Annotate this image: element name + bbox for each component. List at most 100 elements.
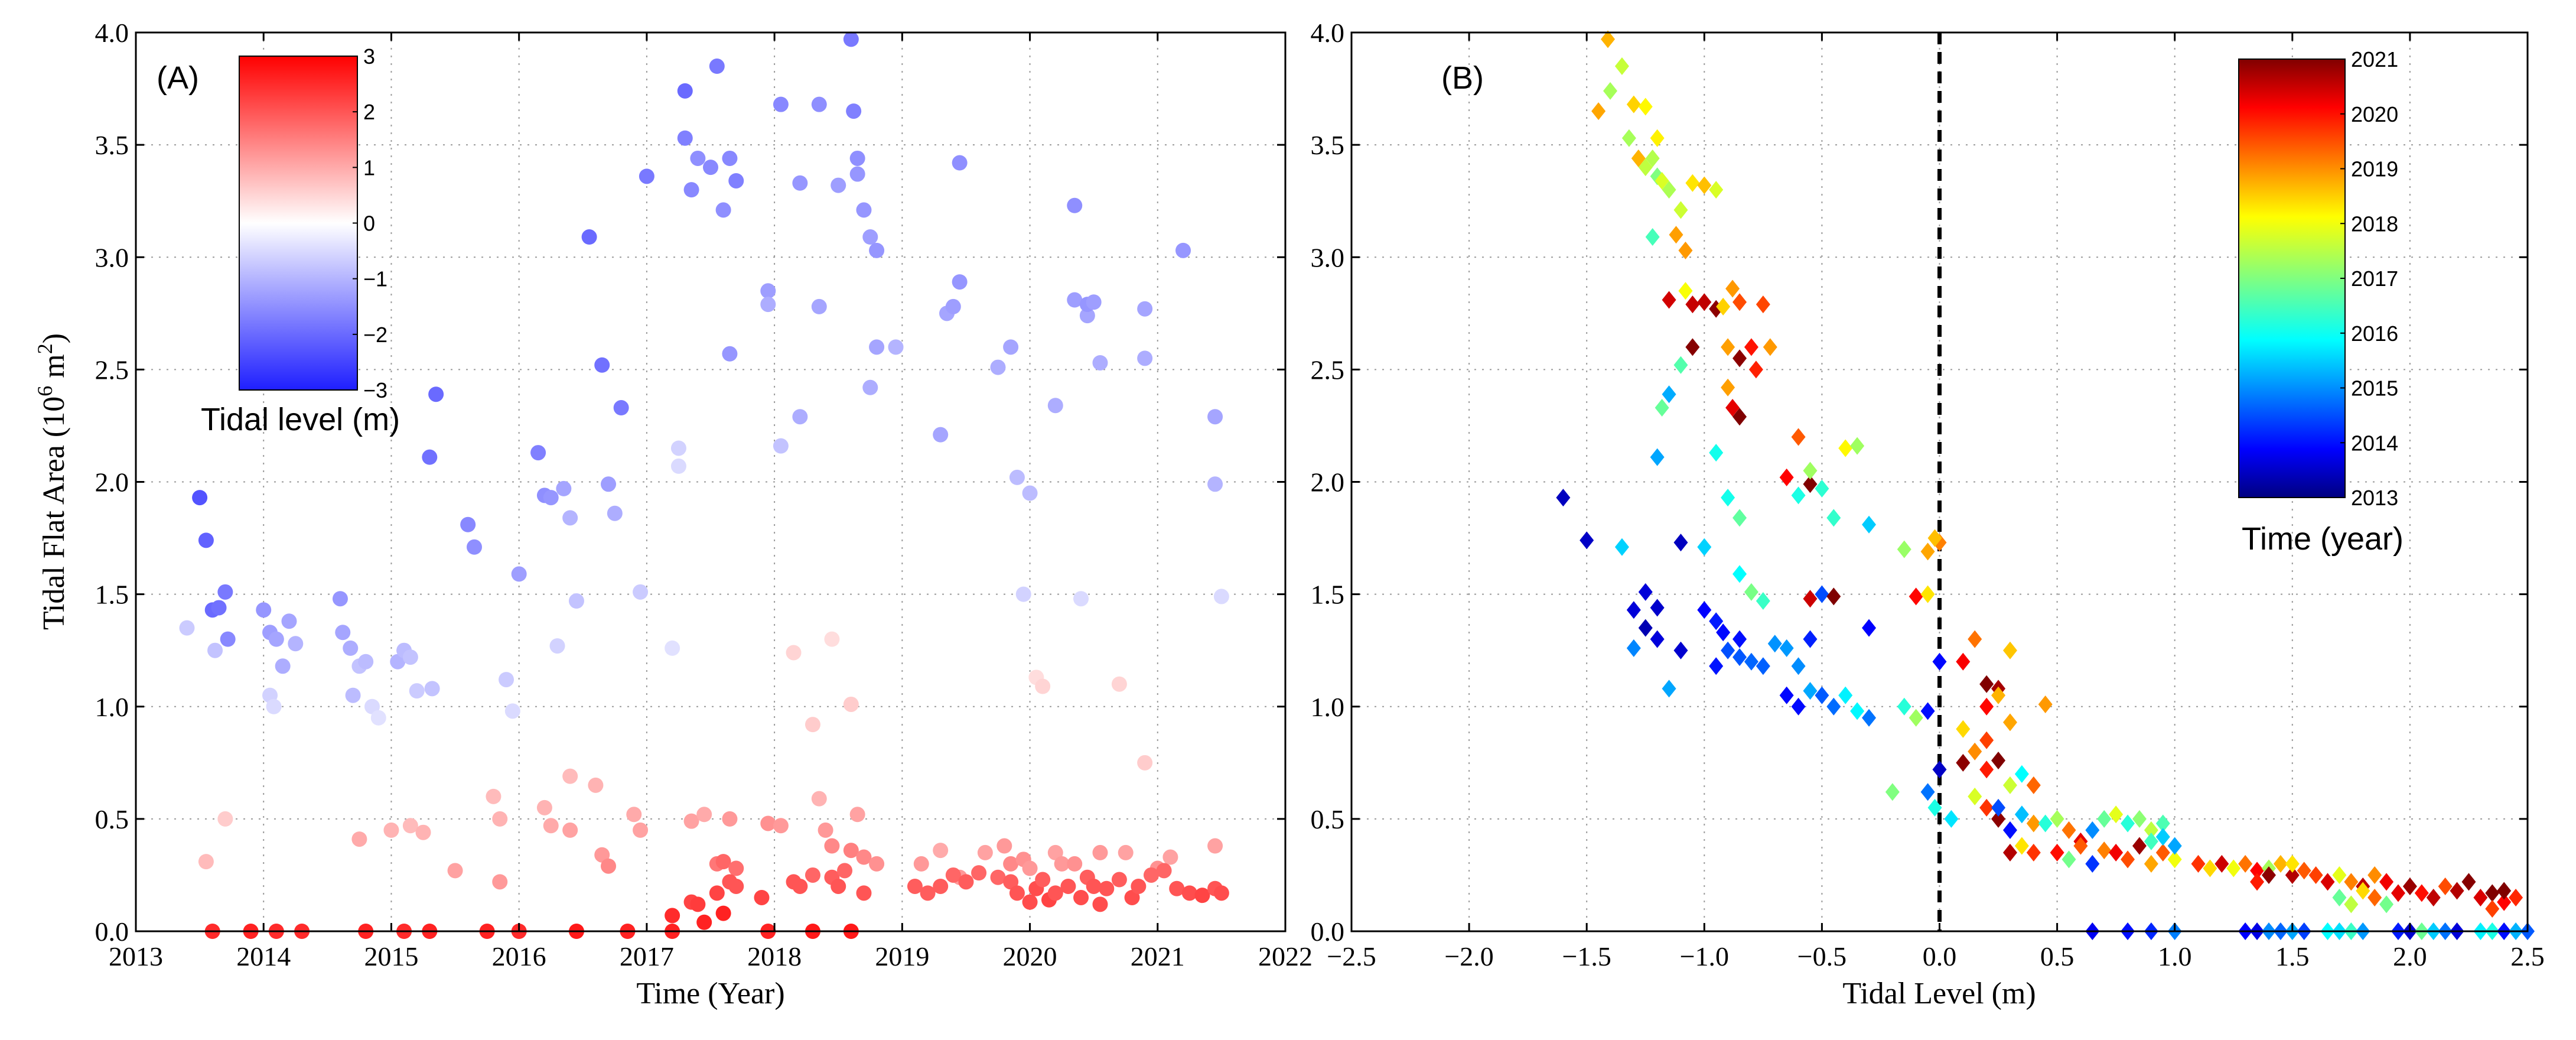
panel-b-point: [1897, 697, 1911, 716]
panel-a-point: [626, 807, 642, 823]
panel-b-y-tick-label: 1.0: [1311, 692, 1345, 722]
panel-b-point: [1756, 295, 1770, 314]
panel-b-point: [1732, 509, 1747, 527]
panel-b-point: [1744, 338, 1758, 356]
panel-b-point: [1826, 509, 1841, 527]
panel-b-point: [1603, 82, 1618, 100]
panel-b-point: [1909, 587, 1923, 606]
panel-b-point: [2144, 821, 2158, 839]
panel-b-point: [2261, 866, 2276, 884]
panel-a-point: [217, 811, 233, 827]
panel-b-point: [1721, 641, 1735, 659]
panel-b-point: [1732, 408, 1747, 426]
panel-b-point: [1744, 652, 1758, 671]
panel-b-point: [2014, 837, 2029, 855]
panel-a-point: [1143, 867, 1159, 883]
y-label-text-3: ): [37, 333, 71, 343]
panel-b-point: [1850, 437, 1865, 455]
panel-a-point: [402, 649, 418, 665]
panel-a-point: [288, 636, 304, 652]
panel-a-point: [1073, 591, 1089, 607]
panel-b-point: [1721, 489, 1735, 507]
panel-b-y-tick-label: 1.5: [1311, 580, 1345, 610]
panel-b-point: [2273, 854, 2288, 873]
panel-b-point: [2485, 899, 2500, 918]
panel-a-point: [690, 896, 706, 912]
panel-b-point: [2085, 854, 2100, 873]
panel-b-point: [1791, 657, 1806, 675]
panel-b-point: [1920, 585, 1935, 603]
panel-a-point: [786, 645, 802, 661]
panel-b-point: [2144, 854, 2158, 873]
panel-b-point: [1815, 479, 1829, 498]
panel-a: 2013 2014 2015 2016 2017 2018 2019 2020 2021 2022…: [33, 18, 1313, 1010]
panel-a-point: [728, 173, 744, 188]
panel-a-point: [1073, 889, 1089, 905]
panel-a-x-tick-label: 2021: [1131, 941, 1185, 971]
panel-b-point: [1791, 486, 1806, 505]
panel-a-point: [198, 854, 214, 870]
panel-a-x-axis-label: Time (Year): [636, 977, 784, 1010]
panel-a-point: [358, 654, 374, 670]
panel-a-point: [1022, 894, 1038, 910]
panel-a-point: [549, 638, 565, 654]
panel-b-point: [1803, 630, 1818, 648]
panel-a-point: [1194, 888, 1210, 904]
panel-b-point: [1650, 599, 1665, 617]
panel-b-point: [2285, 866, 2300, 884]
panel-b-point: [1803, 682, 1818, 700]
panel-b-point: [2214, 854, 2229, 873]
panel-b-ticks: −2.5 −2.0 −1.5 −1.0 −0.5 0.0 0.5 1.0 1.5 2.0 2.5 0.…: [1311, 18, 2545, 971]
panel-a-point: [715, 905, 731, 921]
panel-a-point: [831, 177, 846, 193]
panel-a-y-tick-label: 2.0: [95, 467, 129, 498]
panel-b-point: [1932, 760, 1947, 779]
panel-b-point: [1979, 760, 1994, 779]
panel-b-point: [1944, 810, 1959, 828]
panel-b-x-tick-label: −2.0: [1444, 941, 1493, 971]
panel-a-point: [428, 386, 444, 402]
panel-a-y-tick-label: 3.5: [95, 130, 129, 160]
y-label-exp-1: 6: [33, 386, 57, 396]
panel-b-colorbar-tick-label: 2014: [2351, 431, 2398, 455]
panel-b-point: [1803, 590, 1818, 608]
panel-a-point: [811, 96, 827, 112]
panel-b-x-tick-label: 2.5: [2510, 941, 2545, 971]
panel-b-x-tick-label: 2.0: [2393, 941, 2427, 971]
panel-a-colorbar-tick-label: 1: [363, 155, 375, 180]
panel-b-y-tick-label: 2.0: [1311, 467, 1345, 498]
panel-b-point: [1748, 360, 1763, 379]
panel-a-point: [460, 516, 476, 532]
panel-b-point: [1685, 174, 1700, 192]
panel-b-point: [1979, 697, 1994, 716]
panel-b-point: [2344, 895, 2359, 914]
panel-b-point: [2062, 850, 2076, 869]
panel-b-colorbar: [2238, 58, 2346, 498]
panel-a-point: [952, 155, 968, 171]
panel-b-point: [1601, 30, 1616, 48]
panel-a-point: [466, 539, 482, 555]
panel-a-point: [1067, 856, 1083, 872]
panel-a-point: [256, 602, 272, 618]
panel-a-point: [869, 856, 885, 872]
panel-b-point: [1838, 686, 1853, 704]
panel-a-point: [332, 591, 348, 607]
panel-b-point: [2426, 888, 2441, 906]
y-label-exp-2: 2: [33, 343, 57, 354]
panel-a-point: [1124, 889, 1140, 905]
panel-b-point: [2132, 837, 2147, 855]
panel-a-point: [390, 654, 406, 670]
panel-a-point: [683, 182, 699, 198]
panel-a-point: [696, 914, 712, 930]
panel-a-point: [1137, 755, 1153, 771]
panel-b-x-tick-label: 1.5: [2275, 941, 2310, 971]
panel-b-point: [1979, 798, 1994, 817]
panel-b-point: [1697, 601, 1712, 619]
panel-a-point: [492, 811, 508, 827]
panel-a-point: [1207, 838, 1223, 854]
panel-b-point: [1662, 680, 1676, 698]
panel-a-point: [862, 229, 878, 245]
panel-a-point: [364, 698, 380, 714]
panel-b-point: [2144, 832, 2158, 850]
panel-b-point: [1968, 787, 1982, 805]
